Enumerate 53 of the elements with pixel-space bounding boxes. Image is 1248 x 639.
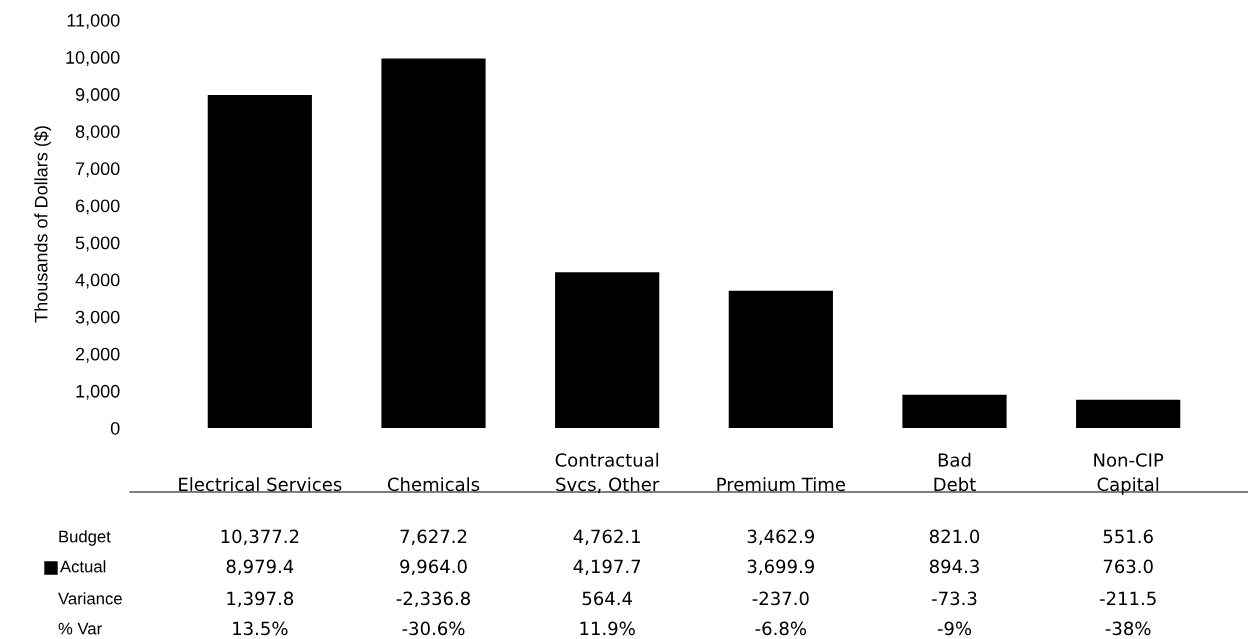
bar: [1076, 399, 1181, 428]
data-label: 9,964.0: [400, 559, 467, 576]
text: 3,462.9: [747, 529, 815, 546]
data-label: 8,979.4: [226, 559, 294, 576]
text: 551.6: [1103, 529, 1153, 544]
bar: [381, 58, 486, 428]
y-tick-label: 11,000: [67, 13, 120, 29]
text: % Var: [58, 622, 102, 635]
y-tick-label: 4,000: [75, 273, 120, 289]
y-axis-title: Thousands of Dollars ($): [34, 126, 52, 323]
x-tick-label: Chemicals: [387, 477, 480, 492]
text: 564.4: [582, 591, 632, 606]
x-tick-label: Bad Debt: [934, 452, 976, 492]
data-label: 4,197.7: [573, 559, 641, 576]
y-tick-label: 10,000: [66, 51, 120, 66]
y-tick-label: 3,000: [75, 310, 120, 326]
text: 4,762.1: [573, 529, 640, 546]
y-tick-label: 5,000: [75, 236, 120, 252]
text: 10,377.2: [221, 529, 299, 546]
bar: [555, 272, 660, 428]
text: -237.0: [752, 591, 809, 606]
data-label: 894.3: [929, 559, 979, 574]
text: 7,627.2: [400, 529, 467, 546]
text: -9%: [937, 621, 972, 636]
text: 821.0: [929, 529, 980, 544]
text: 13.5%: [233, 621, 288, 636]
text: 11.9%: [580, 621, 635, 636]
legend-label: Actual: [60, 560, 106, 573]
text: 1,397.8: [227, 591, 294, 608]
text: -73.3: [932, 591, 977, 606]
text: -2,336.8: [396, 591, 470, 608]
x-tick-label: Non-CIP Capital: [1094, 453, 1164, 495]
x-tick-label: Premium Time: [717, 477, 845, 492]
y-tick-label: 1,000: [76, 384, 120, 400]
x-tick-label: Contractual Svcs, Other: [555, 452, 660, 494]
text: Variance: [58, 592, 122, 605]
text: -211.5: [1099, 591, 1156, 606]
y-tick-label: 9,000: [75, 88, 120, 104]
text: -38%: [1105, 621, 1151, 636]
bar: [207, 94, 312, 428]
y-tick-label: 8,000: [75, 125, 120, 141]
text: Budget: [59, 530, 111, 546]
y-tick-label: 2,000: [75, 347, 120, 363]
y-tick-label: 6,000: [75, 199, 120, 215]
y-tick-label: 0: [110, 421, 120, 435]
y-tick-label: 7,000: [75, 162, 120, 178]
bar: [902, 394, 1007, 428]
bar: [728, 290, 833, 428]
data-label: 763.0: [1103, 559, 1153, 574]
x-tick-label: Electrical Services: [179, 477, 342, 492]
text: -30.6%: [402, 621, 465, 636]
data-label: 3,699.9: [747, 559, 815, 576]
text: -6.8%: [755, 621, 807, 636]
